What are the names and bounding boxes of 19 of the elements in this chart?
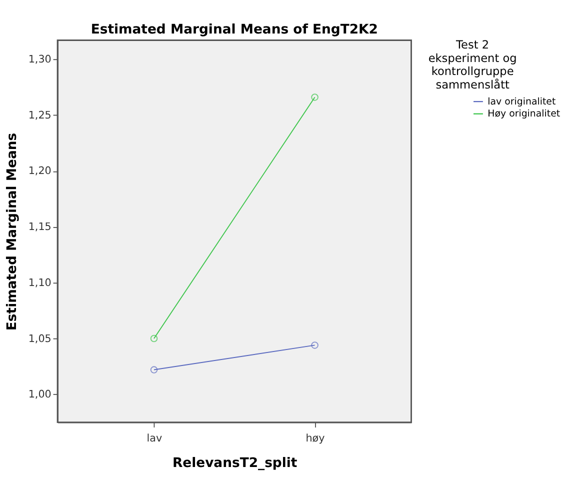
- y-tick-label: 1,20: [28, 165, 52, 178]
- legend-title: Test 2 eksperiment og kontrollgruppe sammenslått: [428, 38, 517, 92]
- chart-title: Estimated Marginal Means of EngT2K2: [90, 22, 378, 38]
- y-tick-label: 1,30: [28, 54, 52, 66]
- point: [150, 366, 158, 374]
- y-tick-label: 1,05: [28, 332, 52, 345]
- x-axis-title: RelevansT2_split: [172, 456, 298, 472]
- point: [150, 334, 158, 342]
- legend-label: Høy originalitet: [488, 108, 560, 120]
- point: [311, 342, 318, 349]
- x-tick-label: høy: [306, 432, 325, 445]
- legend-label: lav originalitet: [488, 96, 556, 108]
- x-tick-label: lav: [146, 432, 162, 445]
- y-axis-title: Estimated Marginal Means: [5, 132, 20, 331]
- y-tick-label: 1,25: [28, 109, 52, 122]
- point: [311, 94, 318, 101]
- y-tick-label: 1,00: [28, 388, 52, 401]
- y-tick-label: 1,15: [28, 221, 52, 234]
- y-tick-label: 1,10: [28, 276, 52, 289]
